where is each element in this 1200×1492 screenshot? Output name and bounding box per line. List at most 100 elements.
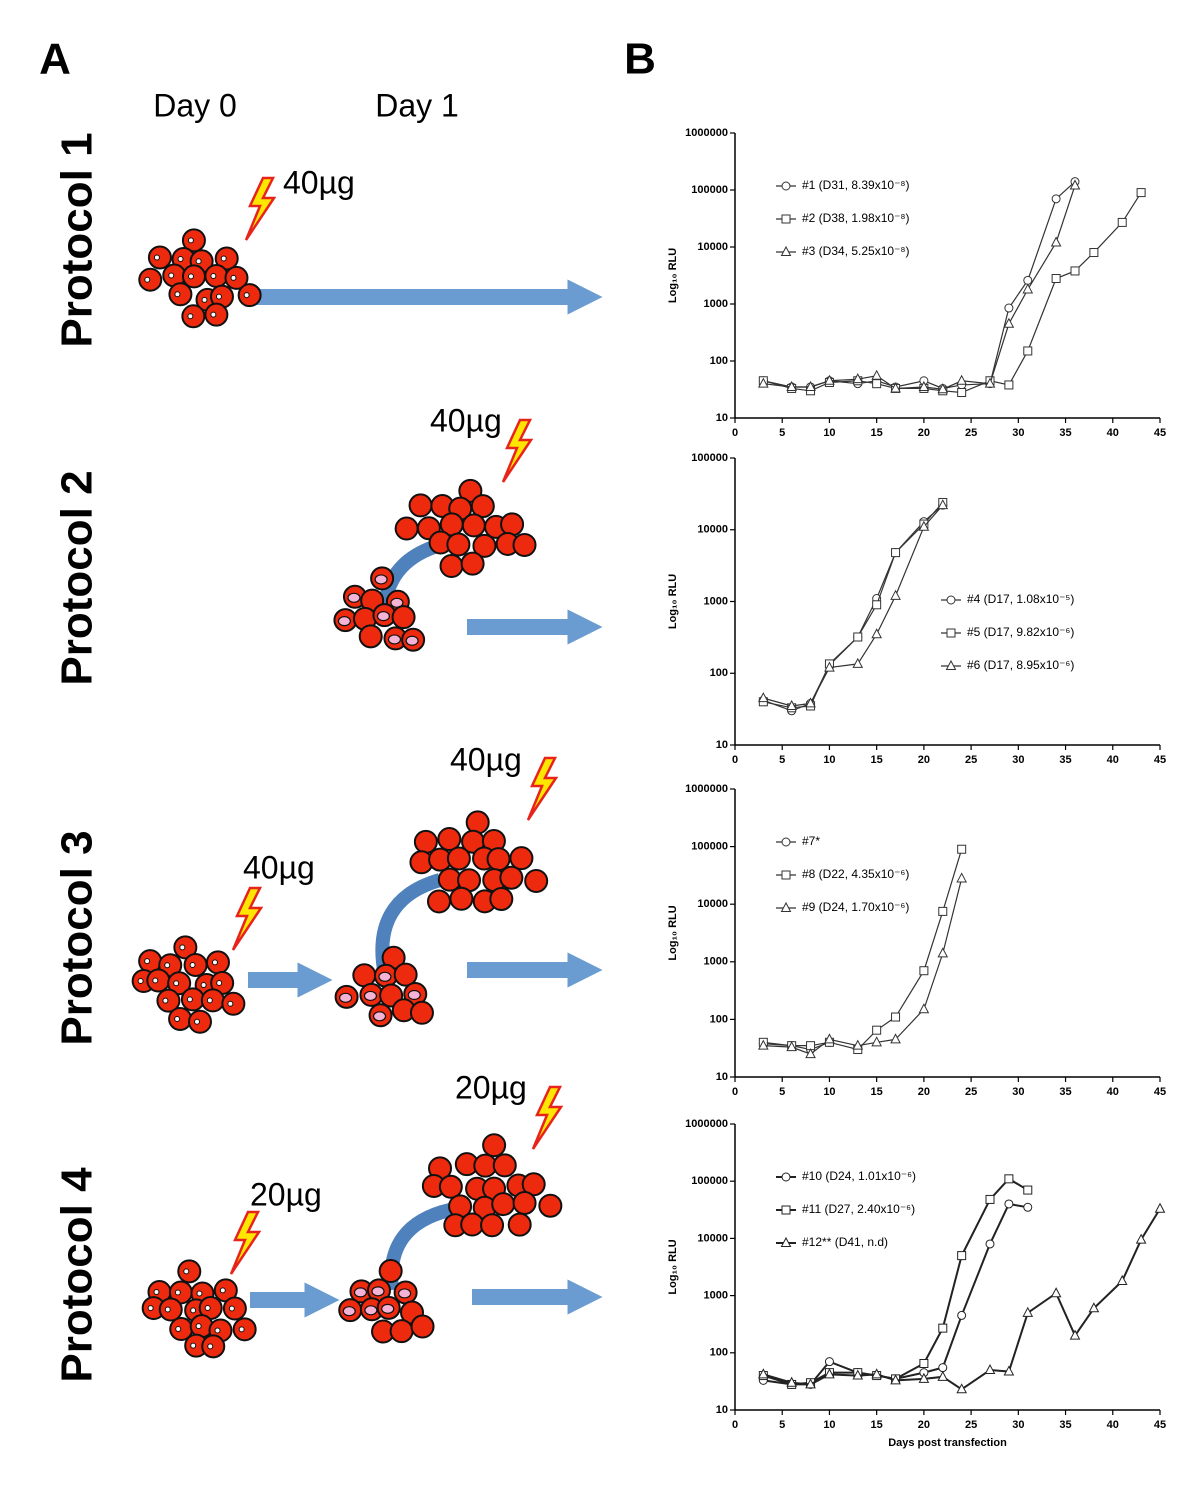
- data-point: [805, 1378, 816, 1389]
- cell-nucleus: [206, 997, 213, 1004]
- chart: 10 100 1000 10000 100000 0 5 10 15 20 25 30 35 40 45 Lo…: [667, 452, 1166, 766]
- cell-nucleus: [201, 296, 208, 303]
- data-point: [938, 906, 948, 916]
- cell-nucleus: [187, 273, 194, 280]
- legend-marker: [781, 214, 791, 224]
- data-point: [758, 1368, 769, 1379]
- data-point: [786, 380, 797, 391]
- y-tick-label: 10: [716, 1071, 728, 1083]
- cell: [482, 1133, 507, 1158]
- arrows: [248, 279, 603, 1318]
- x-tick-label: 0: [732, 427, 738, 439]
- cell: [512, 1190, 537, 1215]
- data-point: [890, 1374, 901, 1385]
- cell-nucleus: [407, 989, 421, 1001]
- dose-label: 20µg: [455, 1069, 527, 1105]
- cell: [394, 516, 419, 541]
- cell-cluster: [141, 1259, 257, 1359]
- x-tick-label: 5: [779, 754, 785, 766]
- data-point: [957, 388, 967, 398]
- data-point: [1004, 303, 1014, 313]
- y-tick-label: 10000: [697, 1232, 728, 1244]
- data-point: [918, 520, 930, 531]
- cell: [489, 886, 514, 911]
- y-tick-label: 10: [716, 412, 728, 424]
- x-axis-label: Days post transfection: [888, 1437, 1007, 1449]
- x-tick-label: 5: [779, 1419, 785, 1431]
- y-tick-label: 10: [716, 1404, 728, 1416]
- data-point: [1069, 179, 1081, 190]
- cell-cluster: [394, 478, 537, 579]
- legend-marker: [781, 1205, 791, 1215]
- legend-marker: [781, 1172, 791, 1182]
- legend-label: #1 (D31, 8.39x10⁻⁸): [802, 178, 909, 192]
- data-point: [805, 697, 816, 708]
- y-tick-label: 1000: [704, 956, 728, 968]
- cell: [460, 1212, 485, 1237]
- data-point: [852, 1039, 864, 1050]
- cell-nucleus: [187, 237, 194, 244]
- cell-nucleus: [164, 962, 171, 969]
- x-tick-label: 10: [823, 1086, 835, 1098]
- cell: [391, 605, 416, 630]
- cell-nucleus: [381, 1303, 395, 1314]
- x-tick-label: 25: [965, 754, 977, 766]
- cell: [492, 1153, 517, 1178]
- y-tick-label: 1000: [704, 298, 728, 310]
- y-tick-label: 100000: [691, 1175, 728, 1187]
- schematic: [131, 176, 603, 1359]
- x-tick-label: 25: [965, 1419, 977, 1431]
- x-tick-label: 30: [1012, 1086, 1024, 1098]
- y-tick-label: 100: [710, 667, 728, 679]
- cell-nucleus: [214, 1327, 221, 1334]
- cell: [426, 889, 451, 914]
- x-tick-label: 25: [965, 1086, 977, 1098]
- x-tick-label: 45: [1154, 1419, 1166, 1431]
- protocol-label: Protocol 3: [53, 830, 102, 1045]
- x-tick-label: 20: [918, 754, 930, 766]
- cell-nucleus: [207, 1343, 214, 1350]
- cell-cluster: [333, 566, 426, 652]
- cell-nucleus: [378, 971, 392, 982]
- cell-nucleus: [174, 1289, 181, 1296]
- cell: [378, 1259, 403, 1284]
- cell: [358, 624, 383, 649]
- cell-nucleus: [175, 1326, 182, 1333]
- data-point: [1069, 1329, 1081, 1340]
- cell-nucleus: [376, 611, 391, 622]
- legend-marker: [780, 245, 792, 256]
- x-tick-label: 35: [1059, 754, 1071, 766]
- x-tick-label: 30: [1012, 427, 1024, 439]
- y-tick-label: 1000: [704, 595, 728, 607]
- data-point: [956, 1383, 967, 1394]
- data-point: [984, 377, 996, 388]
- cell-nucleus: [228, 1305, 235, 1312]
- cell: [449, 886, 474, 911]
- cell-nucleus: [342, 1306, 356, 1317]
- cell-nucleus: [183, 1268, 190, 1275]
- y-axis-label: Log₁₀ RLU: [667, 905, 679, 960]
- data-point: [890, 382, 901, 393]
- legend-label: #9 (D24, 1.70x10⁻⁶): [802, 900, 909, 914]
- legend-marker: [781, 870, 791, 880]
- data-point: [786, 1376, 797, 1387]
- dose-label: 40µg: [243, 849, 315, 885]
- x-tick-label: 35: [1059, 427, 1071, 439]
- cell-nucleus: [168, 272, 175, 279]
- x-tick-label: 15: [871, 1086, 883, 1098]
- data-point: [890, 589, 901, 600]
- cell: [512, 532, 537, 557]
- cell: [500, 512, 525, 537]
- cell-nucleus: [162, 997, 169, 1004]
- cell: [438, 1174, 463, 1199]
- data-point: [824, 1357, 834, 1367]
- data-point: [938, 1323, 948, 1333]
- protocol-label: Protocol 2: [53, 470, 102, 685]
- cell-cluster: [334, 945, 434, 1028]
- data-point: [937, 383, 949, 394]
- cell-nucleus: [211, 959, 218, 966]
- cell: [389, 1319, 414, 1344]
- data-point: [1051, 274, 1061, 284]
- x-tick-label: 15: [871, 754, 883, 766]
